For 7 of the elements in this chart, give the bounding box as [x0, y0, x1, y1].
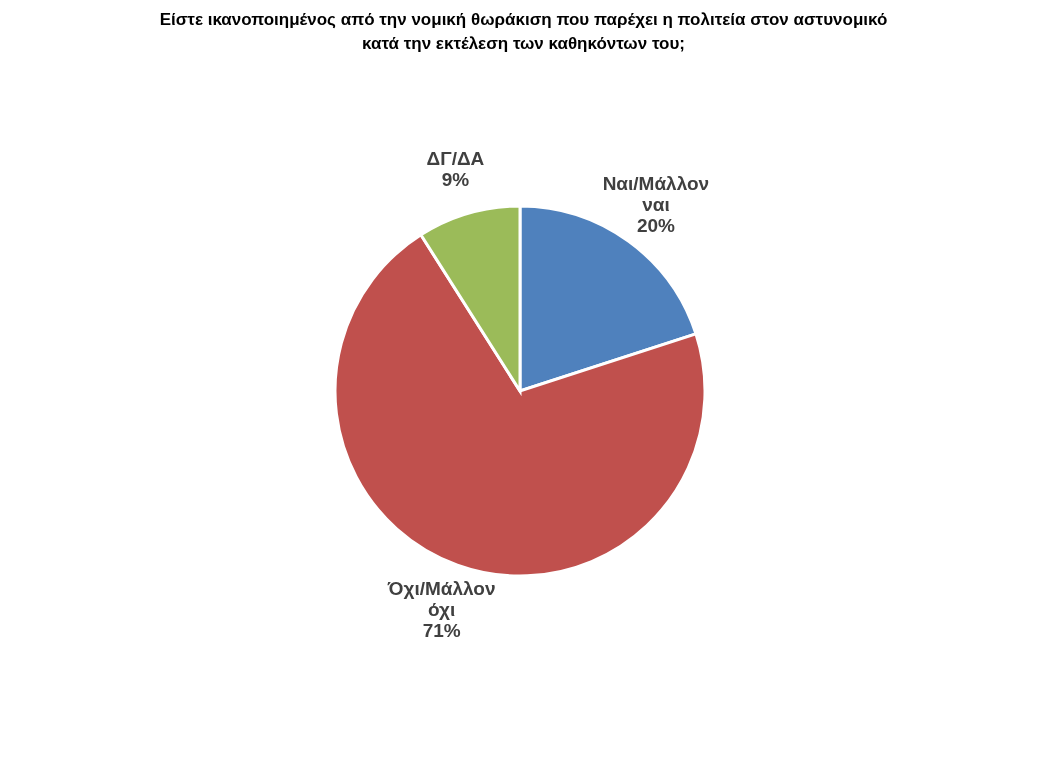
- slice-label: Ναι/Μάλλον ναι: [602, 172, 710, 215]
- slice-label: Όχι/Μάλλον όχι: [386, 577, 496, 620]
- slice-label: ΔΓ/ΔΑ: [426, 147, 485, 169]
- data-label: 9%: [441, 168, 470, 190]
- chart-title: Είστε ικανοποιημένος από την νομική θωράκιση που παρέχει η πολιτεία στον αστυνομικό κατά την εκτέλεση των καθηκόντων του;: [158, 9, 889, 55]
- data-label: 71%: [422, 619, 461, 641]
- data-label: 20%: [636, 214, 676, 236]
